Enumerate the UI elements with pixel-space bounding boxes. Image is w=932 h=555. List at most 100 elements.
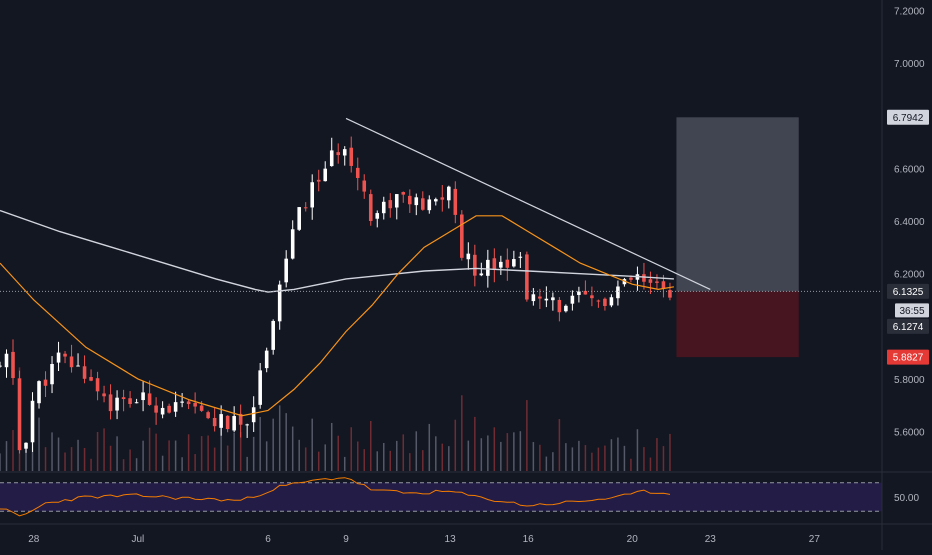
stop-price-label-box <box>887 349 929 365</box>
volume-bar <box>330 422 333 471</box>
candle-body <box>108 394 113 412</box>
candle-body <box>160 407 165 415</box>
volume-bar <box>44 447 47 471</box>
volume-bar <box>532 442 535 471</box>
volume-bar <box>584 445 587 471</box>
candle-body <box>303 207 308 209</box>
volume-bar <box>161 455 164 471</box>
volume-bar <box>656 438 658 471</box>
volume-bar <box>662 446 665 471</box>
volume-bar <box>623 445 626 471</box>
volume-bar <box>239 432 242 471</box>
candle-body <box>180 401 184 403</box>
volume-bar <box>187 434 190 471</box>
volume-bar <box>383 442 385 471</box>
bid-price-label: 6.1274 <box>893 322 924 333</box>
volume-bar <box>298 439 300 471</box>
candle-body <box>121 397 126 400</box>
candle-body <box>609 297 614 306</box>
volume-bar <box>513 432 515 471</box>
volume-bar <box>174 440 177 471</box>
volume-bar <box>233 432 235 471</box>
volume-bar <box>617 437 619 471</box>
volume-bar <box>77 439 79 471</box>
volume-bar <box>370 421 372 471</box>
candle-body <box>590 295 594 299</box>
position-tool[interactable] <box>676 117 799 358</box>
volume-bar <box>181 457 183 471</box>
candle-body <box>69 356 74 368</box>
volume-bar <box>350 427 352 471</box>
volume-bar <box>207 435 209 471</box>
volume-bar <box>643 447 645 471</box>
candle-body <box>173 402 178 412</box>
volume-bar <box>402 434 405 471</box>
volume-bar <box>610 439 613 471</box>
candle-body <box>128 398 132 404</box>
candle-body <box>219 414 223 428</box>
candles <box>0 136 672 454</box>
candle-body <box>4 353 9 368</box>
candle-body <box>407 195 412 205</box>
loss-zone[interactable] <box>676 291 799 358</box>
target-price-label-box <box>887 109 929 125</box>
candle-body <box>186 401 191 405</box>
candle-body <box>17 378 22 451</box>
candle-body <box>381 201 386 214</box>
volume-bar <box>493 427 496 471</box>
volume-bar <box>669 433 671 471</box>
volume-bar <box>324 444 326 471</box>
short-moving-average-line <box>0 215 674 417</box>
candle-body <box>531 294 536 302</box>
volume-bar <box>571 447 574 471</box>
candle-body <box>375 213 380 219</box>
profit-zone[interactable] <box>676 117 799 292</box>
volume-bar <box>337 435 339 471</box>
candle-body <box>115 397 119 411</box>
candle-body <box>538 296 542 299</box>
candle-body <box>466 253 471 260</box>
volume-bar <box>409 453 411 471</box>
countdown-box <box>895 303 929 318</box>
candle-body <box>401 192 406 195</box>
candle-body <box>544 298 549 301</box>
volume-bar <box>435 436 437 471</box>
candle-body <box>323 168 328 182</box>
volume-bar <box>0 453 1 471</box>
volume-bar <box>272 418 274 471</box>
y-tick-label: 5.6000 <box>894 428 925 439</box>
candle-body <box>134 402 139 404</box>
volume-bar <box>200 436 203 471</box>
volume-bar <box>565 443 567 471</box>
candle-body <box>603 298 607 306</box>
volume-bar <box>116 436 118 471</box>
volume-bar <box>591 452 593 471</box>
candle-body <box>63 353 67 357</box>
y-tick-label: 6.6000 <box>894 164 925 175</box>
candle-body <box>238 413 243 425</box>
candle-body <box>154 405 158 413</box>
bid-price-box <box>887 318 929 334</box>
volume-bar <box>83 447 86 471</box>
candle-body <box>11 351 15 379</box>
volume-bar <box>343 456 346 471</box>
x-tick-label: 16 <box>523 534 535 545</box>
rsi-pane: 50.00 <box>0 471 932 517</box>
candle-body <box>316 179 321 182</box>
candle-body <box>199 405 204 411</box>
volume-bar <box>135 458 138 471</box>
candle-body <box>648 279 653 283</box>
long-moving-average-line <box>0 209 674 293</box>
candle-body <box>362 180 367 192</box>
candle-body <box>668 290 672 298</box>
candle-body <box>551 297 555 301</box>
candle-body <box>264 350 269 369</box>
volume-bar <box>103 428 105 471</box>
candle-body <box>24 442 28 449</box>
candle-body <box>661 281 666 289</box>
volume-bar <box>278 405 281 471</box>
trendline[interactable] <box>345 117 711 290</box>
candle-body <box>232 416 236 431</box>
